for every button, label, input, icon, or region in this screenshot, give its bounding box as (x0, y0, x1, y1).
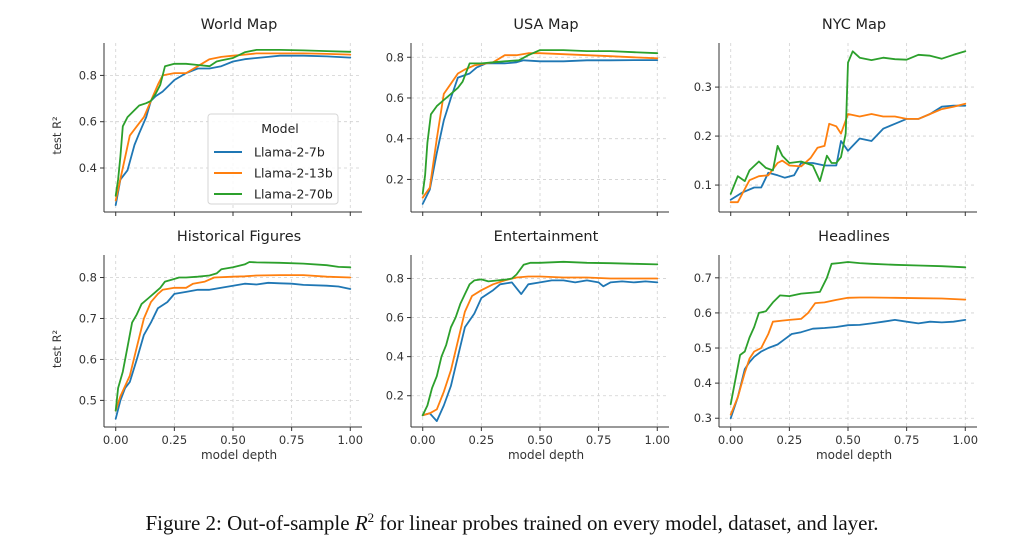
panel-title: Historical Figures (177, 229, 301, 245)
x-axis-label: model depth (508, 448, 584, 462)
legend-entry: Llama-2-70b (214, 187, 333, 202)
panel-entertainment: 0.2 0.4 0.6 0.8 0.00 0.25 0.50 0.75 1.00 Entertai… (386, 229, 670, 462)
y-axis-label: test R² (50, 116, 64, 154)
caption-math: R (354, 511, 368, 535)
caption-prefix: Figure 2: Out-of-sample (145, 511, 355, 535)
x-tick-label: 0.00 (410, 433, 436, 447)
x-tick-label: 0.50 (835, 433, 861, 447)
x-tick-label: 0.75 (894, 433, 920, 447)
y-tick-label: 0.4 (386, 132, 404, 146)
series-line-llama-2-13b (114, 274, 352, 412)
x-tick-label: 1.00 (644, 433, 670, 447)
y-tick-label: 0.8 (386, 50, 404, 64)
caption-suffix: for linear probes trained on every model… (374, 511, 879, 535)
series-line-llama-2-7b (114, 281, 352, 420)
legend-label: Llama-2-7b (254, 145, 325, 160)
series-line-llama-2-70b (421, 49, 659, 195)
y-tick-label: 0.7 (694, 271, 712, 285)
y-tick-label: 0.1 (694, 178, 712, 192)
y-tick-label: 0.3 (694, 411, 712, 425)
y-tick-label: 0.8 (79, 68, 97, 82)
y-tick-label: 0.4 (694, 376, 712, 390)
series-line-llama-2-70b (729, 50, 967, 195)
panel-usa-map: 0.2 0.4 0.6 0.8 USA Map (386, 17, 669, 216)
panel-nyc-map: 0.1 0.2 0.3 NYC Map (694, 17, 977, 216)
series-line-llama-2-70b (729, 261, 967, 406)
panel-title: Entertainment (494, 229, 599, 245)
y-tick-label: 0.2 (694, 129, 712, 143)
series-line-llama-2-13b (729, 102, 967, 204)
y-tick-label: 0.7 (79, 311, 97, 325)
x-tick-label: 0.25 (777, 433, 803, 447)
panel-historical-figures: 0.5 0.6 0.7 0.8 0.00 0.25 0.50 0.75 1.00 Historic… (50, 229, 363, 462)
y-tick-label: 0.6 (79, 115, 97, 129)
y-tick-label: 0.8 (79, 271, 97, 285)
series-line-llama-2-70b (114, 261, 352, 412)
y-tick-label: 0.2 (386, 389, 404, 403)
legend-entry: Llama-2-7b (214, 145, 325, 160)
panel-title: Headlines (818, 229, 890, 245)
y-tick-label: 0.4 (79, 161, 97, 175)
series-line-llama-2-70b (421, 260, 659, 417)
x-tick-label: 0.75 (586, 433, 612, 447)
series-line-llama-2-7b (729, 318, 967, 420)
figure-grid: 0.4 0.6 0.8 World Map test R² Model Llama-2-7b… (50, 17, 978, 462)
x-tick-label: 0.25 (162, 433, 188, 447)
panel-title: World Map (201, 17, 278, 33)
panel-headlines: 0.3 0.4 0.5 0.6 0.7 0.00 0.25 0.50 0.75 1.00 Headl… (694, 229, 978, 462)
x-tick-label: 1.00 (337, 433, 363, 447)
x-tick-label: 0.25 (469, 433, 495, 447)
series-line-llama-2-70b (114, 49, 352, 197)
x-tick-label: 0.50 (220, 433, 246, 447)
y-axis-label: test R² (50, 330, 64, 368)
caption-superscript: 2 (367, 510, 375, 525)
panel-title: NYC Map (822, 17, 886, 33)
series-line-llama-2-7b (421, 279, 659, 423)
panel-world-map: 0.4 0.6 0.8 World Map test R² Model Llama-2-7b… (50, 17, 362, 216)
legend-title: Model (261, 121, 299, 136)
series-line-llama-2-7b (421, 59, 659, 205)
series-line-llama-2-13b (114, 52, 352, 202)
y-tick-label: 0.6 (694, 306, 712, 320)
legend-label: Llama-2-70b (254, 187, 333, 202)
figure-caption: Figure 2: Out-of-sample R2 for linear pr… (0, 510, 1024, 536)
series-line-llama-2-13b (729, 296, 967, 416)
y-tick-label: 0.6 (386, 311, 404, 325)
legend-entry: Llama-2-13b (214, 166, 333, 181)
x-tick-label: 0.00 (718, 433, 744, 447)
y-tick-label: 0.2 (386, 172, 404, 186)
legend-label: Llama-2-13b (254, 166, 333, 181)
x-axis-label: model depth (201, 448, 277, 462)
y-tick-label: 0.4 (386, 350, 404, 364)
x-axis-label: model depth (816, 448, 892, 462)
y-tick-label: 0.6 (79, 352, 97, 366)
y-tick-label: 0.5 (79, 393, 97, 407)
panel-title: USA Map (513, 17, 578, 33)
legend-box (207, 113, 339, 205)
series-line-llama-2-7b (114, 54, 352, 207)
y-tick-label: 0.5 (694, 341, 712, 355)
y-tick-label: 0.6 (386, 91, 404, 105)
x-tick-label: 1.00 (952, 433, 978, 447)
y-tick-label: 0.3 (694, 80, 712, 94)
x-tick-label: 0.75 (279, 433, 305, 447)
y-tick-label: 0.8 (386, 271, 404, 285)
x-tick-label: 0.50 (527, 433, 553, 447)
legend: Model Llama-2-7b Llama-2-13b Llama-2-70b (207, 113, 339, 205)
series-line-llama-2-13b (421, 275, 659, 417)
x-tick-label: 0.00 (103, 433, 129, 447)
